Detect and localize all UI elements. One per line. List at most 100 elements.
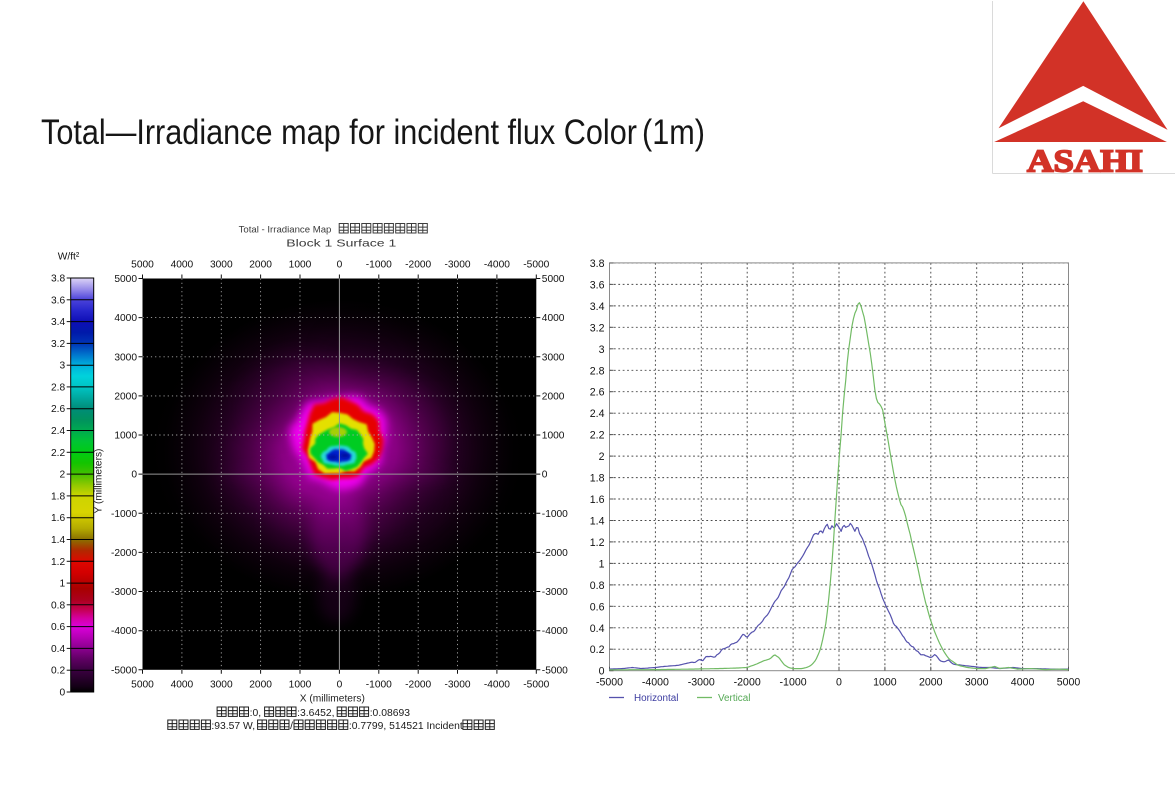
svg-text:-5000: -5000: [523, 680, 549, 691]
svg-text:0.8: 0.8: [51, 600, 65, 611]
svg-text:3.2: 3.2: [51, 339, 65, 350]
svg-text:1.4: 1.4: [590, 516, 605, 528]
svg-text:1.6: 1.6: [590, 494, 605, 506]
svg-text:0.2: 0.2: [590, 644, 605, 656]
svg-text:-1000: -1000: [366, 680, 392, 691]
svg-text:2.6: 2.6: [51, 404, 65, 415]
svg-text:0.4: 0.4: [590, 623, 605, 635]
svg-text:-1000: -1000: [542, 509, 568, 520]
svg-text:-1000: -1000: [780, 677, 807, 689]
svg-text:-4000: -4000: [542, 626, 568, 637]
svg-text::3.6452,: :3.6452,: [297, 708, 334, 719]
svg-text:0: 0: [337, 680, 343, 691]
svg-text:2: 2: [60, 470, 66, 481]
svg-text:0.6: 0.6: [590, 601, 605, 613]
svg-text:1.2: 1.2: [590, 537, 605, 549]
svg-text:3.6: 3.6: [590, 279, 605, 291]
svg-text:4000: 4000: [114, 313, 137, 324]
svg-text:-1000: -1000: [111, 509, 137, 520]
svg-text:1000: 1000: [873, 677, 897, 689]
svg-text:-3000: -3000: [111, 587, 137, 598]
svg-text:Total—Irradiance map for incid: Total—Irradiance map for incident flux C…: [41, 112, 705, 152]
svg-text:-3000: -3000: [688, 677, 715, 689]
svg-text:-4000: -4000: [111, 626, 137, 637]
svg-text:-1000: -1000: [366, 260, 392, 271]
svg-text:2.2: 2.2: [51, 448, 65, 459]
svg-text:-2000: -2000: [542, 548, 568, 559]
svg-text:0: 0: [542, 470, 548, 481]
svg-text:1000: 1000: [114, 431, 137, 442]
svg-text:2.8: 2.8: [51, 382, 65, 393]
svg-text:3.8: 3.8: [51, 274, 65, 285]
svg-text:0.8: 0.8: [590, 580, 605, 592]
svg-text:3000: 3000: [114, 352, 137, 363]
svg-text:-2000: -2000: [111, 548, 137, 559]
svg-text:2: 2: [599, 451, 605, 463]
svg-text:-4000: -4000: [484, 260, 510, 271]
svg-text:1.8: 1.8: [590, 473, 605, 485]
svg-text:3.8: 3.8: [590, 258, 605, 270]
svg-text:-5000: -5000: [523, 260, 549, 271]
svg-text:5000: 5000: [542, 274, 565, 285]
svg-text:0.6: 0.6: [51, 622, 65, 633]
svg-text:-3000: -3000: [444, 260, 470, 271]
svg-text:W/ft²: W/ft²: [58, 252, 80, 263]
svg-text:3: 3: [60, 361, 66, 372]
svg-text:X (millimeters): X (millimeters): [300, 694, 365, 705]
svg-text:1: 1: [60, 579, 66, 590]
svg-text:0: 0: [60, 688, 66, 699]
svg-text:-3000: -3000: [542, 587, 568, 598]
svg-text:3.4: 3.4: [51, 317, 65, 328]
svg-text:2000: 2000: [919, 677, 943, 689]
svg-text:-2000: -2000: [405, 260, 431, 271]
svg-text:4000: 4000: [1011, 677, 1035, 689]
svg-text:/: /: [290, 721, 293, 732]
svg-text:3.2: 3.2: [590, 322, 605, 334]
svg-text::0.7799, 514521 Incident: :0.7799, 514521 Incident: [349, 721, 463, 732]
svg-text:1.8: 1.8: [51, 491, 65, 502]
svg-text:4000: 4000: [542, 313, 565, 324]
svg-text::0,: :0,: [250, 708, 262, 719]
svg-text:0: 0: [836, 677, 842, 689]
svg-text::0.08693: :0.08693: [370, 708, 411, 719]
svg-text:-5000: -5000: [111, 665, 137, 676]
svg-text:Total - Irradiance Map: Total - Irradiance Map: [239, 225, 332, 236]
svg-text:1: 1: [599, 558, 605, 570]
svg-text:3.4: 3.4: [590, 301, 605, 313]
svg-text:2000: 2000: [114, 391, 137, 402]
svg-text:2000: 2000: [542, 391, 565, 402]
svg-text:3000: 3000: [542, 352, 565, 363]
svg-text:5000: 5000: [1057, 677, 1081, 689]
svg-text:0.4: 0.4: [51, 644, 65, 655]
svg-text:5000: 5000: [114, 274, 137, 285]
svg-text:1000: 1000: [289, 260, 312, 271]
svg-text:4000: 4000: [171, 260, 194, 271]
svg-text:1.4: 1.4: [51, 535, 65, 546]
svg-text::93.57 W,: :93.57 W,: [211, 721, 255, 732]
svg-text:-4000: -4000: [642, 677, 669, 689]
svg-text:1000: 1000: [542, 431, 565, 442]
svg-text:2000: 2000: [249, 680, 272, 691]
svg-text:0.2: 0.2: [51, 666, 65, 677]
svg-text:0: 0: [337, 260, 343, 271]
svg-text:1000: 1000: [289, 680, 312, 691]
svg-text:2.2: 2.2: [590, 430, 605, 442]
svg-text:4000: 4000: [171, 680, 194, 691]
svg-text:-4000: -4000: [484, 680, 510, 691]
svg-text:-5000: -5000: [596, 677, 623, 689]
svg-text:2.4: 2.4: [51, 426, 65, 437]
svg-text:2.6: 2.6: [590, 387, 605, 399]
svg-text:1.6: 1.6: [51, 513, 65, 524]
svg-text:5000: 5000: [131, 260, 154, 271]
svg-text:-2000: -2000: [734, 677, 761, 689]
svg-text:3000: 3000: [965, 677, 989, 689]
svg-text:1.2: 1.2: [51, 557, 65, 568]
svg-text:3: 3: [599, 344, 605, 356]
svg-text:2.4: 2.4: [590, 408, 605, 420]
svg-text:3.6: 3.6: [51, 295, 65, 306]
svg-text:-5000: -5000: [542, 665, 568, 676]
svg-text:3000: 3000: [210, 680, 233, 691]
svg-text:5000: 5000: [131, 680, 154, 691]
svg-text:2.8: 2.8: [590, 365, 605, 377]
svg-text:Vertical: Vertical: [718, 693, 750, 704]
